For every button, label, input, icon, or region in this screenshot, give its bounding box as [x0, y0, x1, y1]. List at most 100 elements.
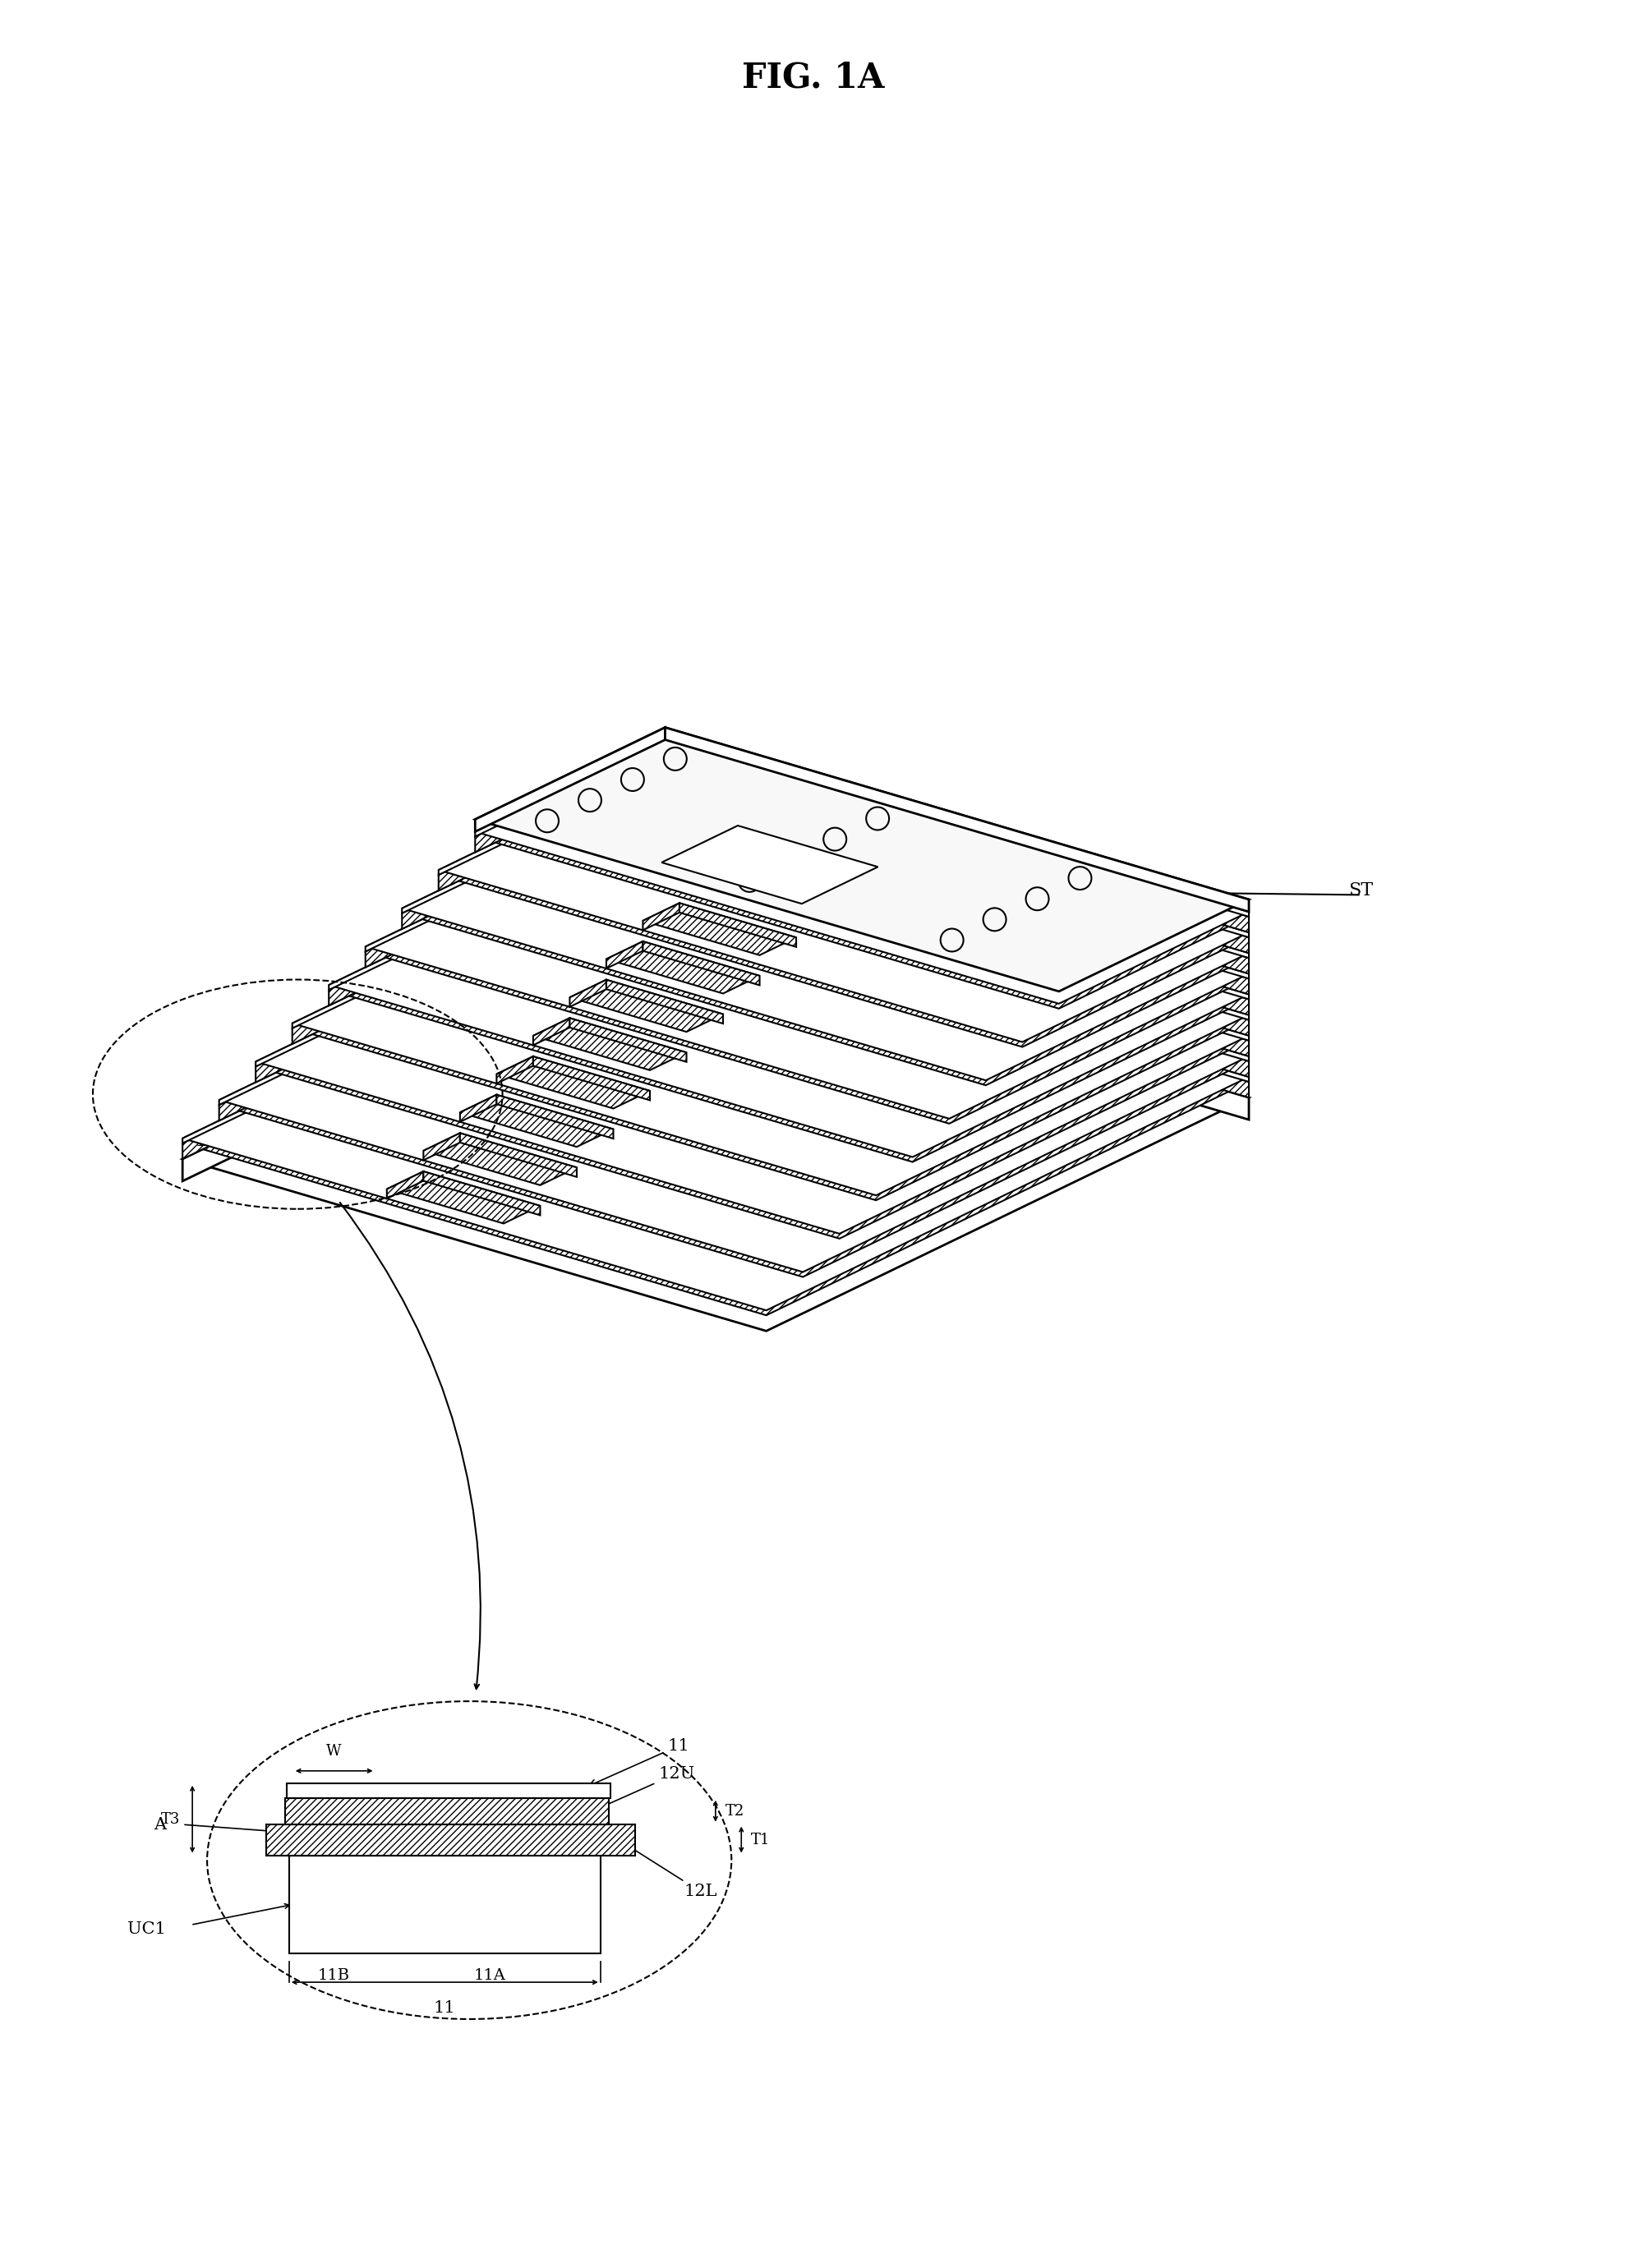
Text: SL2: SL2	[740, 760, 776, 778]
Text: 12: 12	[964, 955, 984, 968]
Polygon shape	[402, 787, 665, 930]
Text: 11: 11	[964, 903, 984, 916]
Polygon shape	[475, 728, 665, 832]
Polygon shape	[665, 807, 1249, 993]
Polygon shape	[665, 889, 1249, 1077]
Text: 12: 12	[964, 830, 984, 844]
Text: T1: T1	[751, 1833, 771, 1846]
Polygon shape	[665, 760, 1249, 937]
Polygon shape	[182, 905, 665, 1143]
Polygon shape	[439, 764, 1249, 1048]
Polygon shape	[255, 869, 665, 1082]
Polygon shape	[366, 807, 665, 968]
Polygon shape	[642, 941, 759, 984]
Polygon shape	[642, 903, 680, 930]
Polygon shape	[182, 909, 665, 1159]
Text: UC1: UC1	[127, 1921, 166, 1937]
Text: 12U: 12U	[597, 1767, 694, 1810]
Polygon shape	[293, 848, 1249, 1200]
Polygon shape	[402, 780, 1249, 1080]
Polygon shape	[182, 925, 665, 1182]
Polygon shape	[182, 905, 1249, 1311]
Polygon shape	[665, 728, 1249, 912]
Text: 11: 11	[964, 964, 984, 980]
Polygon shape	[665, 828, 1249, 1016]
Polygon shape	[569, 1018, 686, 1061]
Polygon shape	[665, 787, 1249, 973]
Text: 11B: 11B	[319, 1969, 350, 1982]
Text: 12: 12	[964, 871, 984, 887]
Polygon shape	[475, 744, 1249, 1009]
Text: 12: 12	[964, 850, 984, 866]
Polygon shape	[475, 744, 665, 853]
Polygon shape	[460, 1134, 577, 1177]
Polygon shape	[220, 885, 1249, 1272]
Polygon shape	[460, 1095, 496, 1123]
Polygon shape	[182, 925, 1249, 1331]
Polygon shape	[475, 728, 1249, 991]
Polygon shape	[293, 844, 1249, 1195]
Polygon shape	[220, 889, 665, 1120]
Polygon shape	[496, 1095, 613, 1139]
Polygon shape	[496, 1057, 650, 1109]
Polygon shape	[665, 823, 1249, 1000]
Polygon shape	[496, 1057, 533, 1084]
Polygon shape	[665, 744, 1249, 932]
Polygon shape	[366, 807, 1249, 1123]
Polygon shape	[665, 739, 1249, 916]
Polygon shape	[220, 889, 1249, 1277]
Polygon shape	[665, 905, 1249, 1082]
Bar	[289, 1810, 379, 1855]
Polygon shape	[569, 980, 606, 1007]
Polygon shape	[439, 760, 665, 875]
Text: 12: 12	[964, 932, 984, 948]
Bar	[293, 1796, 376, 1810]
Text: 11: 11	[964, 984, 984, 1000]
Polygon shape	[642, 903, 797, 955]
Bar	[286, 1783, 610, 1799]
Text: 11: 11	[964, 819, 984, 835]
Text: SL1: SL1	[577, 769, 613, 787]
Polygon shape	[665, 764, 1249, 953]
Text: 11: 11	[964, 839, 984, 855]
Polygon shape	[387, 1170, 423, 1198]
Text: 11: 11	[964, 923, 984, 937]
Bar	[285, 1799, 610, 1823]
Polygon shape	[665, 780, 1249, 957]
Polygon shape	[533, 1018, 686, 1070]
Polygon shape	[680, 903, 797, 948]
Bar	[289, 1855, 600, 1953]
Text: 11: 11	[964, 943, 984, 959]
Polygon shape	[220, 885, 665, 1105]
Polygon shape	[423, 1170, 540, 1216]
Polygon shape	[665, 864, 1249, 1041]
Polygon shape	[606, 980, 724, 1023]
Text: ST: ST	[1348, 882, 1374, 900]
Polygon shape	[475, 739, 1249, 1005]
Text: 13: 13	[193, 1132, 218, 1150]
Polygon shape	[665, 909, 1249, 1098]
Text: 12: 12	[964, 891, 984, 907]
Polygon shape	[460, 1095, 613, 1148]
Text: 12: 12	[964, 996, 984, 1009]
Polygon shape	[293, 844, 665, 1027]
Polygon shape	[662, 826, 878, 903]
Polygon shape	[569, 980, 724, 1032]
Polygon shape	[423, 1134, 460, 1161]
Polygon shape	[439, 764, 665, 891]
Text: 11: 11	[964, 862, 984, 875]
Polygon shape	[665, 844, 1249, 1021]
Text: 12L: 12L	[621, 1842, 717, 1901]
Polygon shape	[255, 864, 1249, 1234]
Polygon shape	[475, 739, 665, 837]
Text: 11A: 11A	[473, 1969, 506, 1982]
Polygon shape	[665, 925, 1249, 1120]
Text: 11: 11	[964, 882, 984, 896]
Polygon shape	[665, 885, 1249, 1061]
Polygon shape	[402, 780, 665, 914]
Bar	[267, 1823, 634, 1855]
Text: T2: T2	[725, 1803, 745, 1819]
Text: 12: 12	[964, 912, 984, 928]
Polygon shape	[328, 823, 665, 989]
Polygon shape	[255, 864, 665, 1066]
